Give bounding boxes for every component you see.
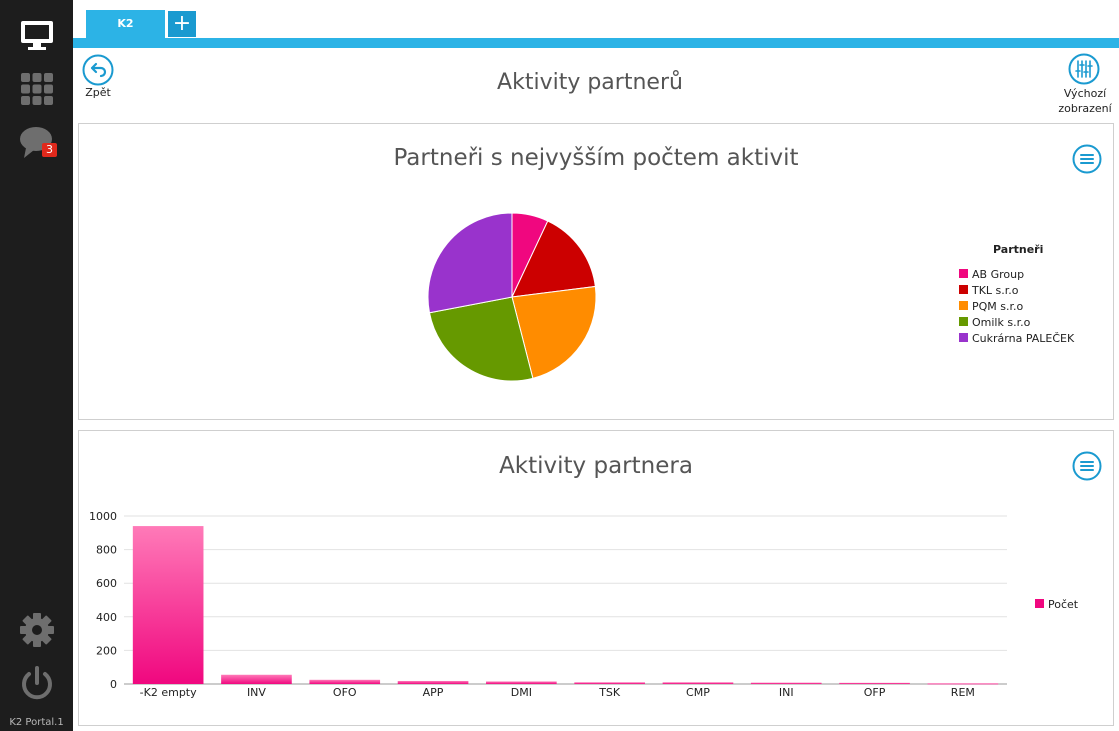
pie-legend-item[interactable]: Omilk s.r.o xyxy=(959,316,1030,329)
chat-badge: 3 xyxy=(42,143,57,157)
legend-swatch xyxy=(959,285,968,294)
bar-OFP[interactable] xyxy=(839,682,910,684)
power-icon[interactable] xyxy=(18,664,56,702)
y-tick-label: 600 xyxy=(96,577,117,590)
pie-slice-2[interactable] xyxy=(511,285,597,379)
tab-underline xyxy=(73,38,1119,48)
pie-legend-label: PQM s.r.o xyxy=(972,300,1024,313)
pie-legend-label: Cukrárna PALEČEK xyxy=(972,332,1075,345)
pie-legend-title: Partneři xyxy=(993,243,1044,256)
add-tab-button[interactable]: + xyxy=(167,10,197,38)
legend-swatch xyxy=(959,317,968,326)
pie-slice-3[interactable] xyxy=(428,296,534,382)
bar-TSK[interactable] xyxy=(574,682,645,684)
default-view-label-line1: Výchozí xyxy=(1063,87,1107,100)
y-tick-label: 400 xyxy=(96,611,117,624)
bar-chart-menu-icon[interactable] xyxy=(1072,451,1102,481)
pie-legend-label: AB Group xyxy=(972,268,1025,281)
default-view-label-line2: zobrazení xyxy=(1058,102,1112,115)
portal-label: K2 Portal.1 xyxy=(9,717,64,728)
bar-CMP[interactable] xyxy=(662,682,734,684)
pie-legend-item[interactable]: Cukrárna PALEČEK xyxy=(959,332,1074,345)
default-view-label[interactable]: Výchozí zobrazení xyxy=(1050,86,1119,116)
y-tick-label: 0 xyxy=(110,678,117,691)
page-title: Aktivity partnerů xyxy=(497,70,683,95)
tab-k2[interactable]: K2 xyxy=(86,10,165,38)
y-tick-label: 1000 xyxy=(89,510,117,523)
x-tick-label: DMI xyxy=(511,686,532,699)
pie-legend-label: TKL s.r.o xyxy=(972,284,1019,297)
y-tick-label: 200 xyxy=(96,644,117,657)
bar-INV[interactable] xyxy=(221,674,292,684)
bar-DMI[interactable] xyxy=(486,681,557,684)
back-label[interactable]: Zpět xyxy=(85,86,111,99)
bar-legend-label: Počet xyxy=(1048,598,1079,611)
x-tick-label: REM xyxy=(951,686,975,699)
x-tick-label: OFP xyxy=(864,686,886,699)
gear-icon[interactable] xyxy=(18,611,56,649)
bar-REM[interactable] xyxy=(927,683,999,685)
legend-swatch xyxy=(959,269,968,278)
pie-legend-item[interactable]: AB Group xyxy=(959,268,1024,281)
bar-chart-title: Aktivity partnera xyxy=(499,453,693,479)
back-arrow-icon[interactable] xyxy=(82,54,114,86)
x-tick-label: INI xyxy=(779,686,794,699)
pie-chart-title: Partneři s nejvyšším počtem aktivit xyxy=(393,145,799,171)
tab-bar: K2 + xyxy=(73,0,1119,48)
pie-legend-item[interactable]: TKL s.r.o xyxy=(959,284,1019,297)
bar-APP[interactable] xyxy=(397,680,469,684)
pie-legend-item[interactable]: PQM s.r.o xyxy=(959,300,1023,313)
x-tick-label: APP xyxy=(423,686,444,699)
legend-swatch xyxy=(959,301,968,310)
bar--K2 empty[interactable] xyxy=(132,526,204,684)
monitor-icon[interactable] xyxy=(18,17,56,55)
bar-legend-item[interactable]: Počet xyxy=(1035,598,1078,611)
x-tick-label: OFO xyxy=(333,686,357,699)
bar-INI[interactable] xyxy=(750,682,822,684)
sliders-icon[interactable] xyxy=(1068,53,1100,85)
pie-chart-panel: Partneři s nejvyšším počtem aktivit Part… xyxy=(78,123,1114,420)
legend-swatch xyxy=(1035,599,1044,608)
pie-chart-menu-icon[interactable] xyxy=(1072,144,1102,174)
y-tick-label: 800 xyxy=(96,544,117,557)
bar-chart-panel: Aktivity partnera 0 200 400 600 800 1000 -K2 e… xyxy=(78,430,1114,726)
x-tick-label: -K2 empty xyxy=(140,686,197,699)
x-tick-label: CMP xyxy=(686,686,710,699)
x-tick-label: TSK xyxy=(598,686,621,699)
pie-chart xyxy=(427,212,597,382)
x-tick-label: INV xyxy=(247,686,266,699)
legend-swatch xyxy=(959,333,968,342)
bar-chart: 0 200 400 600 800 1000 -K2 empty INV OFO APP DMI TS… xyxy=(89,510,1007,699)
bar-OFO[interactable] xyxy=(309,679,381,684)
pie-slice-4[interactable] xyxy=(427,212,513,314)
apps-grid-icon[interactable] xyxy=(18,70,56,108)
pie-legend-label: Omilk s.r.o xyxy=(972,316,1031,329)
pie-slice-1[interactable] xyxy=(511,220,596,298)
left-sidebar: 3 K2 Portal.1 xyxy=(0,0,73,731)
